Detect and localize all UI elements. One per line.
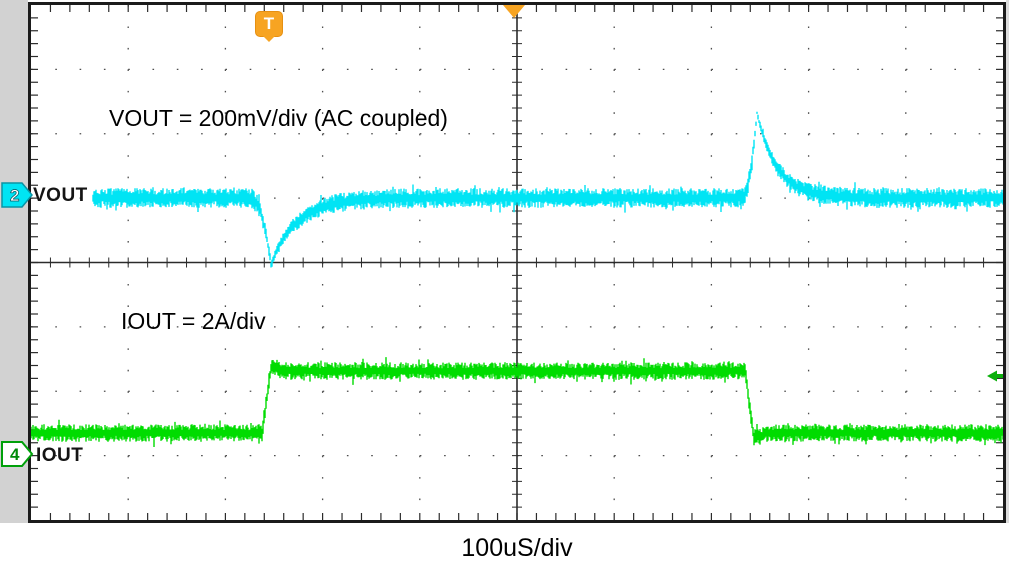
channel-4-number: 4	[10, 445, 20, 464]
scope-screen: T VOUT = 200mV/div (AC coupled) IOUT = 2…	[28, 2, 1006, 523]
iout-annotation: IOUT = 2A/div	[121, 308, 266, 334]
iout-trace	[31, 357, 1003, 447]
vout-trace	[92, 111, 1003, 268]
trigger-flag-icon: T	[255, 11, 283, 37]
channel-2-badge-icon: 2	[1, 182, 33, 208]
vout-trace-label: VOUT	[33, 185, 88, 206]
vout-annotation: VOUT = 200mV/div (AC coupled)	[109, 105, 448, 131]
trigger-level-arrow-icon	[987, 370, 1003, 382]
timebase-label: 100uS/div	[461, 534, 573, 562]
left-gutter	[0, 0, 28, 523]
iout-trace-label: IOUT	[36, 445, 84, 466]
trigger-flag-letter: T	[263, 14, 275, 33]
right-gutter	[1006, 0, 1009, 523]
channel-4-badge-icon: 4	[1, 441, 34, 467]
trigger-position-icon	[503, 5, 525, 18]
channel-2-number: 2	[10, 186, 19, 205]
graticule-and-waveforms	[31, 5, 1003, 520]
